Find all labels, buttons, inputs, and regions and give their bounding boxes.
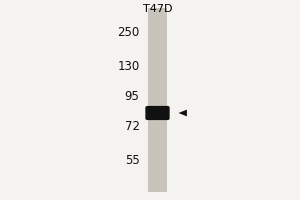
FancyBboxPatch shape	[146, 106, 170, 120]
Text: 250: 250	[117, 25, 140, 38]
Text: 72: 72	[124, 119, 140, 132]
Text: 55: 55	[125, 154, 140, 166]
Text: 130: 130	[117, 60, 140, 72]
Text: T47D: T47D	[143, 4, 172, 14]
Text: 95: 95	[124, 90, 140, 102]
Polygon shape	[178, 110, 187, 116]
Bar	[148, 8, 167, 192]
